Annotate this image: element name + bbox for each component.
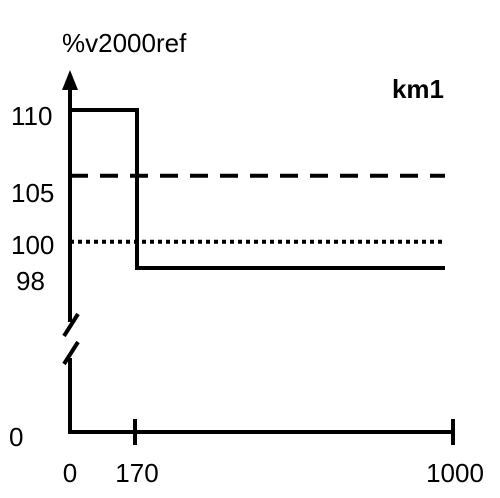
y-tick-label-110: 110 bbox=[11, 101, 52, 131]
y-tick-label-98: 98 bbox=[16, 266, 45, 296]
series-line-solid bbox=[70, 108, 445, 270]
y-tick-label-100: 100 bbox=[11, 230, 54, 260]
series-layer bbox=[70, 108, 445, 270]
y-axis-label: %v2000ref bbox=[62, 28, 187, 58]
axis-break-mark-lower bbox=[62, 340, 80, 366]
y-axis-arrow-icon bbox=[62, 70, 78, 90]
series-label: km1 bbox=[392, 74, 444, 104]
x-tick-label-170: 170 bbox=[115, 458, 158, 488]
axis-break-mark-upper bbox=[62, 312, 80, 338]
y-tick-label-105: 105 bbox=[11, 178, 54, 208]
y-tick-label-0: 0 bbox=[9, 422, 23, 452]
x-tick-label-0: 0 bbox=[63, 458, 77, 488]
x-tick-label-1000: 1000 bbox=[426, 458, 484, 488]
